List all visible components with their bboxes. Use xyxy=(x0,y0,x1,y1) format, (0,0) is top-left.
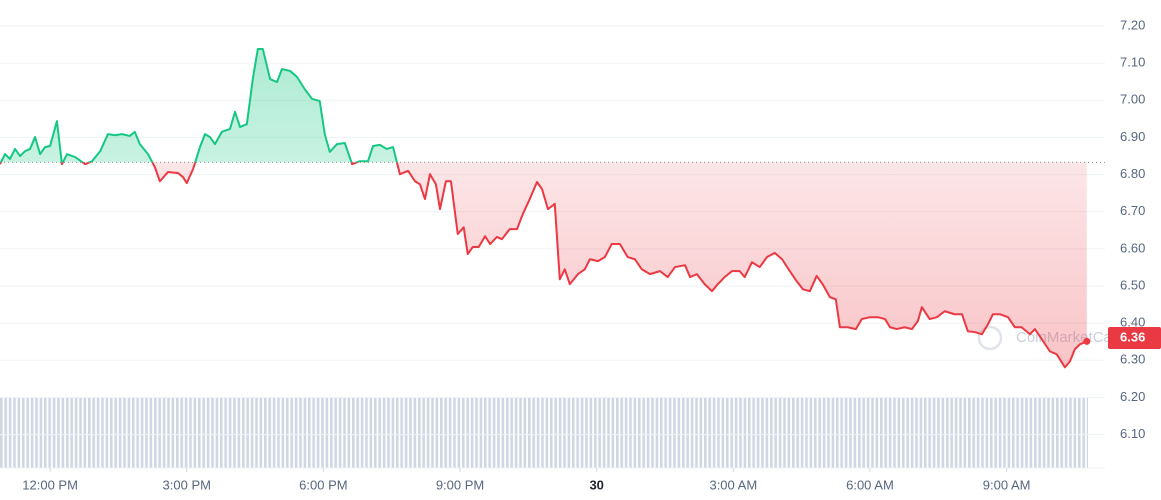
y-tick-label: 7.20 xyxy=(1120,17,1145,32)
price-tag-label: 6.36 xyxy=(1120,329,1145,344)
area-up xyxy=(0,49,1087,163)
watermark-logo xyxy=(977,325,1003,351)
x-tick-label: 9:00 AM xyxy=(983,477,1031,492)
y-tick-label: 6.90 xyxy=(1120,129,1145,144)
price-line-down xyxy=(0,162,1088,369)
area-down xyxy=(0,162,1087,368)
volume-band xyxy=(0,398,1088,468)
y-tick-label: 6.20 xyxy=(1120,389,1145,404)
x-tick-label: 6:00 AM xyxy=(846,477,894,492)
x-tick-label: 12:00 PM xyxy=(22,477,78,492)
x-tick-label: 6:00 PM xyxy=(299,477,347,492)
x-tick-label: 30 xyxy=(589,477,603,492)
y-tick-label: 7.00 xyxy=(1120,92,1145,107)
price-tag xyxy=(1108,327,1161,349)
y-tick-label: 6.80 xyxy=(1120,166,1145,181)
last-point xyxy=(1083,337,1091,345)
x-tick-label: 3:00 PM xyxy=(163,477,211,492)
y-tick-label: 6.30 xyxy=(1120,352,1145,367)
y-tick-label: 6.70 xyxy=(1120,203,1145,218)
y-tick-label: 6.50 xyxy=(1120,277,1145,292)
x-tick-label: 9:00 PM xyxy=(436,477,484,492)
x-tick-label: 3:00 AM xyxy=(709,477,757,492)
y-tick-label: 6.10 xyxy=(1120,426,1145,441)
y-tick-label: 7.10 xyxy=(1120,55,1145,70)
y-tick-label: 6.40 xyxy=(1120,315,1145,330)
y-tick-label: 6.60 xyxy=(1120,240,1145,255)
